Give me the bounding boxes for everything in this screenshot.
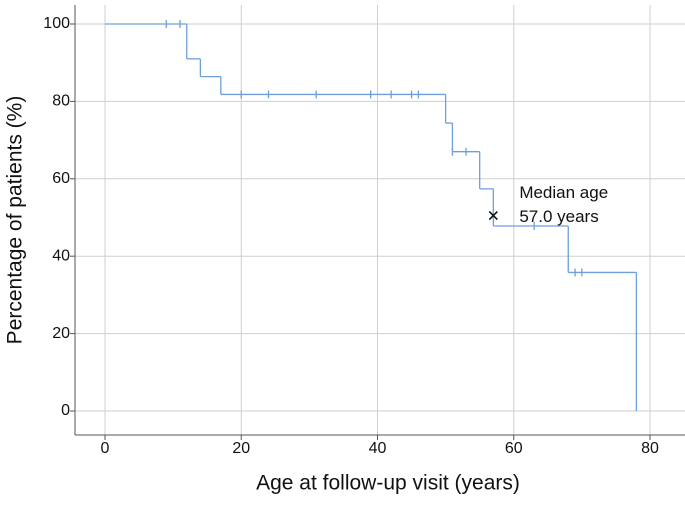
y-tick-label: 100 xyxy=(43,15,70,32)
x-tick-label: 80 xyxy=(641,440,659,457)
y-tick-label: 0 xyxy=(61,402,70,419)
x-axis-title: Age at follow-up visit (years) xyxy=(256,472,520,495)
x-tick-label: 60 xyxy=(505,440,523,457)
x-tick-label: 40 xyxy=(369,440,387,457)
y-tick-label: 20 xyxy=(52,325,70,342)
x-tick-label: 0 xyxy=(101,440,110,457)
median-annotation: Median age xyxy=(519,183,608,202)
x-tick-label: 20 xyxy=(232,440,250,457)
y-tick-label: 80 xyxy=(52,93,70,110)
y-axis-title: Percentage of patients (%) xyxy=(4,96,27,345)
y-tick-label: 60 xyxy=(52,170,70,187)
median-marker xyxy=(488,210,498,221)
median-annotation: 57.0 years xyxy=(519,207,598,226)
y-tick-label: 40 xyxy=(52,247,70,264)
